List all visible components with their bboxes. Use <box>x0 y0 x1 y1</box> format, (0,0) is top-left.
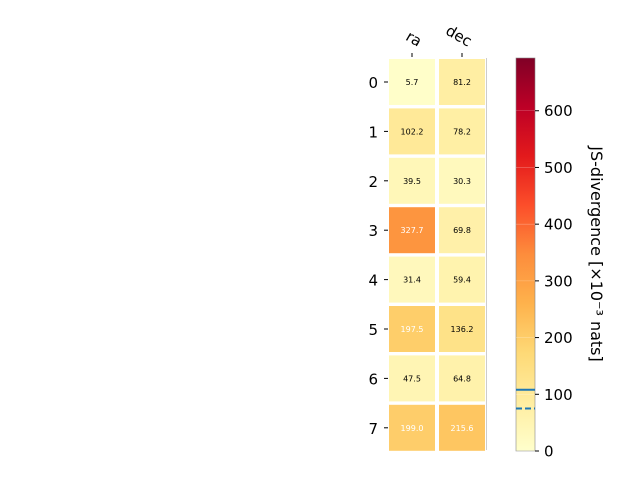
row-tick-label: 7 <box>368 420 378 438</box>
cell-value-label: 78.2 <box>453 127 471 136</box>
cell-value-label: 39.5 <box>403 177 421 186</box>
heatmap-cell <box>389 157 435 204</box>
row-tick-label: 1 <box>368 123 378 141</box>
cell-value-label: 199.0 <box>401 424 424 433</box>
heatmap-cell <box>439 59 485 105</box>
heatmap-cell <box>389 404 435 451</box>
heatmap-cell <box>439 404 485 451</box>
colorbar: 0 100 200 300 400 500 600 JS-divergence [×10⁻³… <box>515 57 606 461</box>
row-tick-label: 4 <box>368 272 378 290</box>
cell-value-label: 215.6 <box>451 424 474 433</box>
row-tick-label: 0 <box>368 74 378 92</box>
cell-value-label: 64.8 <box>453 374 471 383</box>
cell-value-label: 59.4 <box>453 276 471 285</box>
colorbar-tick-label: 200 <box>544 329 573 347</box>
row-tick-label: 2 <box>368 173 378 191</box>
row-tick-labels: 0 1 2 3 4 5 6 7 <box>368 74 388 438</box>
colorbar-ticks: 0 100 200 300 400 500 600 <box>516 102 573 461</box>
heatmap-cell <box>439 256 485 303</box>
column-tick-label: dec <box>443 21 475 50</box>
row-tick-label: 3 <box>368 222 378 240</box>
cell-value-label: 327.7 <box>401 226 424 235</box>
cell-value-label: 47.5 <box>403 374 421 383</box>
heatmap-cell <box>389 207 435 254</box>
colorbar-gradient <box>515 57 536 452</box>
colorbar-reference-lines <box>516 388 535 410</box>
heatmap-cell <box>439 157 485 204</box>
colorbar-tick-label: 300 <box>544 272 573 290</box>
cell-value-label: 197.5 <box>401 325 424 334</box>
colorbar-tick-label: 600 <box>544 102 573 120</box>
heatmap-cells: 5.7 81.2 102.2 78.2 39.5 30.3 327.7 69.8 31.4 59.… <box>389 59 485 451</box>
row-tick-label: 5 <box>368 321 378 339</box>
heatmap-cell <box>439 306 485 352</box>
colorbar-tick-label: 0 <box>544 443 554 461</box>
cell-value-label: 30.3 <box>453 177 471 186</box>
row-tick-label: 6 <box>368 370 378 388</box>
colorbar-tick-label: 400 <box>544 216 573 234</box>
heatmap-cell <box>389 355 435 402</box>
cell-value-label: 69.8 <box>453 226 471 235</box>
heatmap-cell <box>389 306 435 352</box>
heatmap-cell <box>439 108 485 155</box>
colorbar-tick-label: 500 <box>544 159 573 177</box>
heatmap-cell <box>389 256 435 303</box>
cell-value-label: 102.2 <box>401 127 424 136</box>
column-tick-label: ra <box>403 27 425 50</box>
colorbar-label: JS-divergence [×10⁻³ nats] <box>587 145 606 361</box>
heatmap-cell <box>389 108 435 155</box>
cell-value-label: 81.2 <box>453 78 471 87</box>
cell-value-label: 136.2 <box>451 325 474 334</box>
heatmap-cell <box>439 207 485 254</box>
heatmap-cell <box>439 355 485 402</box>
colorbar-tick-label: 100 <box>544 386 573 404</box>
cell-value-label: 5.7 <box>406 78 419 87</box>
heatmap-cell <box>389 59 435 105</box>
cell-value-label: 31.4 <box>403 276 421 285</box>
column-tick-labels: ra dec <box>403 21 475 57</box>
